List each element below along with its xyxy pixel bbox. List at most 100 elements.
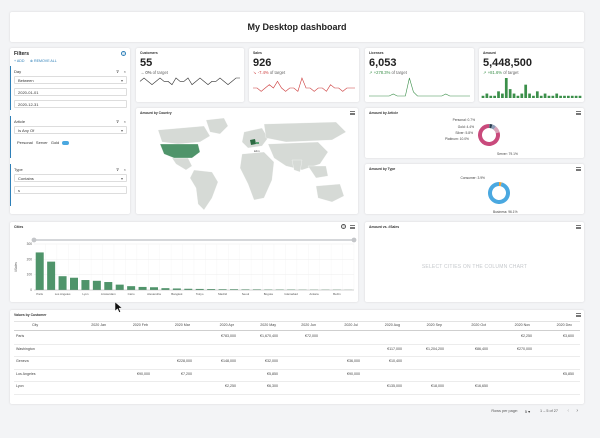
slice-platinum[interactable] <box>493 126 500 134</box>
bar[interactable] <box>115 284 124 290</box>
menu-icon[interactable] <box>576 167 581 171</box>
filter-day-to-input[interactable]: 2020-12-31 <box>14 100 127 108</box>
value-cell: €86,400 <box>475 346 488 351</box>
bar[interactable] <box>58 276 67 290</box>
menu-icon[interactable] <box>576 313 581 317</box>
prev-page-icon[interactable]: ‹ <box>567 408 569 414</box>
cities-bar-chart[interactable]: 0 100 200 300 #Sales Paris Los Angeles Lyon Amst… <box>10 222 358 302</box>
column-header[interactable]: 2020 Feb <box>132 323 148 327</box>
column-header[interactable]: 2020 May <box>260 323 276 327</box>
world-map[interactable]: kdm <box>136 108 358 214</box>
slice-business[interactable] <box>488 182 510 204</box>
menu-icon[interactable] <box>350 111 355 115</box>
column-header[interactable]: 2020 Mar <box>174 323 190 327</box>
bar[interactable] <box>104 282 113 290</box>
slice-label-silver: Silver: 5.8% <box>455 131 473 135</box>
kpi-card-3[interactable]: Amount 5,448,500 ↗ +81.6% of target <box>479 48 584 102</box>
filter-day-funnel-icon[interactable]: ⊽ <box>116 69 119 74</box>
column-header[interactable]: 2020 Jan <box>91 323 106 327</box>
range-slider-track[interactable] <box>34 239 354 241</box>
x-tick-label: Los Angeles <box>55 292 71 296</box>
column-header[interactable]: City <box>32 323 39 327</box>
type-title: Amount by Type <box>369 167 396 171</box>
rows-per-page-select[interactable]: 5 ▾ <box>524 410 530 414</box>
bar[interactable] <box>184 288 193 290</box>
bar[interactable] <box>241 289 250 290</box>
slice-server[interactable] <box>478 124 500 146</box>
type-donut-chart[interactable]: Consumer: 3.9% Business: 96.1% <box>365 164 584 214</box>
bar[interactable] <box>218 289 227 290</box>
article-donut-chart[interactable]: Personal: 0.7% Gold: 4.4% Silver: 5.8% Plat… <box>365 108 584 158</box>
next-page-icon[interactable]: › <box>576 408 578 414</box>
spark-bar <box>501 93 504 98</box>
table-row[interactable]: Washington €117,000 €1,204,200 €86,400 €270,… <box>10 344 584 357</box>
add-filter-button[interactable]: + ADD <box>14 59 25 63</box>
bar[interactable] <box>161 288 170 290</box>
bar[interactable] <box>138 286 147 290</box>
filter-article-values[interactable]: Personal Server Gold <box>14 139 127 147</box>
range-slider-handle-right[interactable] <box>351 237 357 243</box>
filter-article-close-icon[interactable]: × <box>123 118 126 124</box>
row-divider <box>14 381 580 382</box>
filter-day-operator-select[interactable]: Between ▾ <box>14 76 127 84</box>
help-icon[interactable]: ? <box>121 51 126 56</box>
bar[interactable] <box>81 280 90 290</box>
help-icon[interactable]: ? <box>341 224 346 229</box>
value-cell: €7,200 <box>181 371 192 376</box>
map-south-america <box>189 169 219 211</box>
table-row[interactable]: Paris €783,000 €1,670,400 €72,000 €2,250 €3,6… <box>10 331 584 344</box>
table-row[interactable]: Geneva €228,000 €148,000 €32,000 €36,000 €10,… <box>10 356 584 369</box>
kpi-card-0[interactable]: Customers 55 → 0% of target <box>136 48 244 102</box>
column-header[interactable]: 2020 Apr <box>219 323 234 327</box>
filter-type-value-input[interactable]: s <box>14 186 127 194</box>
column-header[interactable]: 2020 Jun <box>301 323 316 327</box>
value-cell: €270,000 <box>517 346 532 351</box>
spark-line <box>369 77 470 97</box>
kpi-card-1[interactable]: Sales 926 ↘ -7.4% of target <box>249 48 359 102</box>
menu-icon[interactable] <box>576 111 581 115</box>
slice-gold[interactable] <box>489 124 493 129</box>
slice-silver[interactable] <box>491 124 496 130</box>
trend-arrow-icon: ↘ <box>253 70 257 75</box>
column-header[interactable]: 2020 Jul <box>344 323 358 327</box>
filter-day-close-icon[interactable]: × <box>123 68 126 74</box>
column-header[interactable]: 2020 Dec <box>556 323 572 327</box>
map-switzerland <box>256 142 259 144</box>
filter-type-close-icon[interactable]: × <box>123 166 126 172</box>
bar[interactable] <box>172 288 181 290</box>
filter-day-from-input[interactable]: 2020-01-01 <box>14 88 127 96</box>
slice-consumer[interactable] <box>499 182 502 187</box>
column-header[interactable]: 2020 Aug <box>384 323 400 327</box>
kpi-delta-suffix: of target <box>391 70 407 75</box>
filter-type-operator-select[interactable]: Contains ▾ <box>14 174 127 182</box>
column-header[interactable]: 2020 Oct <box>471 323 486 327</box>
page-range: 1 – 5 of 27 <box>540 409 558 413</box>
bar[interactable] <box>252 289 261 290</box>
filter-article-operator-select[interactable]: Is Any Of ▾ <box>14 126 127 134</box>
bar[interactable] <box>150 287 158 290</box>
column-header[interactable]: 2020 Nov <box>514 323 530 327</box>
toggle-switch[interactable] <box>62 141 70 145</box>
bar[interactable] <box>47 261 56 290</box>
range-slider-handle-left[interactable] <box>31 237 37 243</box>
slice-label-platinum: Platinum: 10.0% <box>445 137 469 141</box>
bar[interactable] <box>92 280 101 290</box>
bar[interactable] <box>127 286 136 290</box>
bar[interactable] <box>195 288 204 290</box>
menu-icon[interactable] <box>576 225 581 229</box>
remove-all-button[interactable]: ⊗ REMOVE ALL <box>30 59 57 63</box>
bar[interactable] <box>35 252 44 290</box>
kpi-card-2[interactable]: Licenses 6,053 ↗ +278.3% of target <box>365 48 474 102</box>
bar[interactable] <box>207 289 216 290</box>
bar[interactable] <box>70 277 78 290</box>
filter-article-funnel-icon[interactable]: ⊽ <box>116 119 119 124</box>
spark-bar <box>520 93 524 98</box>
bar[interactable] <box>230 289 238 290</box>
value-cell: €117,000 <box>387 346 402 351</box>
value-cell: €32,000 <box>265 359 278 363</box>
filter-type-funnel-icon[interactable]: ⊽ <box>116 167 119 172</box>
table-row[interactable]: Lyon €2,250 €6,300 €135,000 €18,000 €16,650 <box>10 381 584 394</box>
menu-icon[interactable] <box>350 225 355 229</box>
column-header[interactable]: 2020 Sep <box>426 323 442 327</box>
table-row[interactable]: Los Angeles €90,000 €7,200 €5,850 €90,000 €5,… <box>10 369 584 382</box>
